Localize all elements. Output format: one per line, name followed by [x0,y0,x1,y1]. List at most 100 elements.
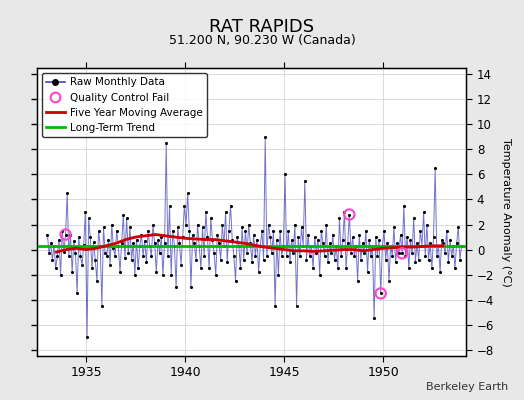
Point [340,209,348,215]
Point [457,243,466,249]
Point [347,250,355,256]
Point [375,236,383,243]
Point [74,234,83,240]
Point [241,228,249,234]
Point [136,243,144,249]
Point [239,256,248,263]
Point [271,303,279,309]
Point [123,215,131,222]
Point [163,253,172,259]
Point [57,272,65,278]
Point [452,240,461,246]
Legend: Raw Monthly Data, Quality Control Fail, Five Year Moving Average, Long-Term Tren: Raw Monthly Data, Quality Control Fail, … [42,73,207,137]
Point [259,256,268,263]
Point [454,224,463,230]
Point [403,234,411,240]
Point [251,253,259,259]
Text: 51.200 N, 90.230 W (Canada): 51.200 N, 90.230 W (Canada) [169,34,355,47]
Point [225,228,233,234]
Point [139,253,147,259]
Point [183,190,192,196]
Point [266,234,275,240]
Point [319,240,327,246]
Point [173,224,182,230]
Point [124,250,133,256]
Point [111,253,119,259]
Point [109,245,117,252]
Point [255,269,263,275]
Point [421,253,430,259]
Point [447,253,456,259]
Point [142,259,150,265]
Point [353,278,362,284]
Point [121,255,129,262]
Point [93,278,101,284]
Point [228,236,236,243]
Point [410,215,418,222]
Point [236,265,245,272]
Point [327,250,335,256]
Point [179,234,187,240]
Point [202,209,210,215]
Y-axis label: Temperature Anomaly (°C): Temperature Anomaly (°C) [501,138,511,286]
Point [177,261,185,268]
Point [156,250,164,256]
Point [357,256,365,263]
Point [235,243,243,249]
Point [299,243,308,249]
Point [429,234,438,240]
Point [170,243,179,249]
Point [101,250,110,256]
Point [238,224,246,230]
Point [296,253,304,259]
Point [456,256,464,263]
Point [162,140,170,146]
Point [253,236,261,243]
Point [147,253,156,259]
Point [245,221,253,228]
Point [314,236,322,243]
Point [377,290,385,296]
Point [96,243,104,249]
Point [367,253,375,259]
Point [61,231,70,238]
Point [325,240,334,246]
Point [286,259,294,265]
Point [444,259,453,265]
Point [281,171,289,178]
Point [405,265,413,272]
Point [104,236,113,243]
Point [117,240,126,246]
Point [215,240,223,246]
Point [190,240,199,246]
Point [90,239,98,245]
Point [446,236,454,243]
Point [220,243,228,249]
Point [401,253,410,259]
Point [246,240,255,246]
Point [150,240,159,246]
Point [86,234,94,240]
Point [60,249,68,255]
Point [419,209,428,215]
Point [396,231,405,238]
Point [269,228,278,234]
Point [363,269,372,275]
Point [365,236,374,243]
Point [358,240,367,246]
Point [352,243,360,249]
Point [329,231,337,238]
Point [449,243,457,249]
Point [411,259,420,265]
Point [157,234,166,240]
Point [126,224,134,230]
Point [256,243,265,249]
Point [208,236,216,243]
Point [73,290,81,296]
Point [248,259,256,265]
Point [146,243,154,249]
Point [268,250,276,256]
Point [434,243,443,249]
Point [43,231,51,238]
Point [213,231,222,238]
